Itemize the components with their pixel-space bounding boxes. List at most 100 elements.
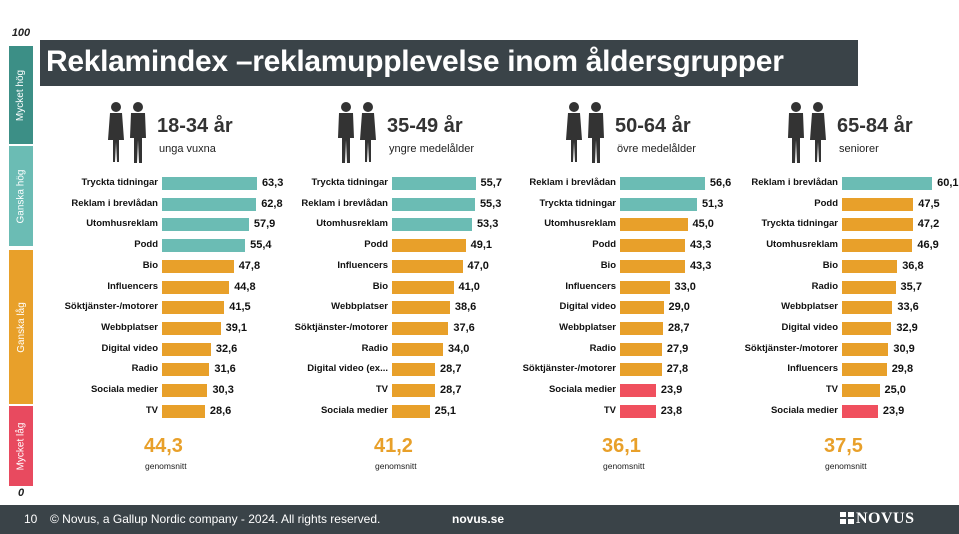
bar-row: Utomhusreklam 53,3 xyxy=(316,215,562,235)
value-label: 23,9 xyxy=(882,404,905,417)
category-label: Söktjänster-/motorer xyxy=(294,321,388,333)
category-label: Digital video xyxy=(781,321,838,333)
bar xyxy=(162,259,234,273)
category-label: Influencers xyxy=(337,259,388,271)
page-number: 10 xyxy=(24,512,38,526)
value-label: 35,7 xyxy=(900,280,922,293)
age-group-panel-18-34: 18-34 år unga vuxna Tryckta tidningar 63,3 R… xyxy=(65,0,332,480)
scale-segment-very-low: Mycket låg xyxy=(9,406,33,486)
value-label: 37,6 xyxy=(453,321,475,334)
bar-row: Utomhusreklam 46,9 xyxy=(766,236,959,256)
category-label: Reklam i brevlådan xyxy=(71,197,158,209)
value-label: 55,3 xyxy=(479,197,502,210)
copyright-text: © Novus, a Gallup Nordic company - 2024.… xyxy=(50,512,381,526)
value-label: 32,9 xyxy=(896,321,918,334)
bar-row: Digital video 32,6 xyxy=(102,340,332,360)
category-label: Digital video xyxy=(101,342,158,354)
category-label: Radio xyxy=(131,363,158,375)
bar-row: Webbplatser 33,6 xyxy=(781,298,959,318)
bar-row: Reklam i brevlådan 60,1 xyxy=(751,174,959,194)
bar xyxy=(162,218,249,232)
people-icon xyxy=(560,100,610,166)
bar-row: Digital video (ex... 28,7 xyxy=(307,360,562,380)
bar xyxy=(620,363,662,377)
bar xyxy=(842,280,896,294)
bar xyxy=(162,321,221,335)
scale-segment-label: Mycket låg xyxy=(15,422,27,470)
bar xyxy=(392,280,454,294)
value-label: 28,6 xyxy=(209,404,232,417)
bar xyxy=(162,301,225,315)
bar xyxy=(620,301,664,315)
bar xyxy=(620,218,688,232)
bar xyxy=(842,218,913,232)
bar-row: Digital video 32,9 xyxy=(782,319,959,339)
bar xyxy=(392,363,436,377)
category-label: TV xyxy=(603,404,616,416)
bar-row: Sociala medier 30,3 xyxy=(91,381,332,401)
bar xyxy=(392,218,472,232)
age-group-subtitle: unga vuxna xyxy=(159,143,216,155)
bar-row: Tryckta tidningar 63,3 xyxy=(81,174,332,194)
age-group-subtitle: yngre medelålder xyxy=(389,143,474,155)
bar-row: Bio 47,8 xyxy=(102,257,332,277)
bar-row: TV 25,0 xyxy=(782,381,959,401)
bar xyxy=(842,259,898,273)
value-label: 28,7 xyxy=(440,363,462,376)
bar-row: Webbplatser 28,7 xyxy=(559,319,790,339)
age-group-panel-35-49: 35-49 år yngre medelålder Tryckta tidninga… xyxy=(295,0,562,480)
age-group-panel-50-64: 50-64 år övre medelålder Reklam i brevlåda… xyxy=(523,0,790,480)
category-label: Webbplatser xyxy=(781,301,838,313)
category-label: Utomhusreklam xyxy=(316,218,388,230)
bar-row: Influencers 44,8 xyxy=(102,278,332,298)
bar xyxy=(620,404,656,418)
bar xyxy=(162,384,208,397)
bar-row: Utomhusreklam 57,9 xyxy=(86,215,332,235)
category-label: TV xyxy=(375,384,388,395)
value-label: 39,1 xyxy=(225,321,248,334)
value-label: 55,4 xyxy=(250,239,272,252)
age-group-subtitle: seniorer xyxy=(839,143,879,155)
logo-mark-icon xyxy=(840,512,854,524)
people-icon xyxy=(782,100,832,166)
value-label: 28,7 xyxy=(440,384,462,396)
bar xyxy=(162,177,257,190)
value-label: 47,8 xyxy=(238,259,261,272)
bar-row: Reklam i brevlådan 55,3 xyxy=(301,195,562,215)
value-label: 44,8 xyxy=(234,280,256,293)
value-label: 23,8 xyxy=(660,404,683,417)
scale-bottom-label: 0 xyxy=(17,487,25,499)
bar xyxy=(842,384,880,397)
bar xyxy=(392,384,436,397)
value-label: 34,0 xyxy=(448,342,470,355)
value-label: 41,5 xyxy=(229,301,251,314)
category-label: Influencers xyxy=(565,280,616,292)
value-label: 30,9 xyxy=(893,342,915,355)
bar xyxy=(620,259,685,273)
bar xyxy=(620,321,664,335)
bar-row: Söktjänster-/motorer 37,6 xyxy=(295,319,562,339)
value-label: 62,8 xyxy=(261,197,283,210)
bar-row: Influencers 47,0 xyxy=(332,257,562,277)
average-label: genomsnitt xyxy=(825,461,867,471)
bar-row: Radio 27,9 xyxy=(560,340,790,360)
bar-row: Tryckta tidningar 47,2 xyxy=(761,215,959,235)
category-label: Radio xyxy=(589,342,616,354)
category-label: Radio xyxy=(361,342,388,354)
value-label: 30,3 xyxy=(212,384,234,396)
site-link[interactable]: novus.se xyxy=(452,512,505,526)
bar-row: Bio 36,8 xyxy=(782,257,959,277)
people-icon xyxy=(332,100,382,166)
novus-logo: NOVUS xyxy=(840,510,915,528)
category-label: Webbplatser xyxy=(331,301,388,313)
value-label: 60,1 xyxy=(937,177,959,189)
bar xyxy=(162,280,230,294)
bar-row: Tryckta tidningar 55,7 xyxy=(311,174,562,194)
bar xyxy=(620,197,697,211)
bar xyxy=(392,259,463,273)
bar xyxy=(842,321,892,335)
bar-row: Radio 31,6 xyxy=(102,360,332,380)
value-label: 27,9 xyxy=(666,342,689,355)
bar-row: TV 28,6 xyxy=(102,402,332,422)
scale-segment-label: Mycket hög xyxy=(15,69,27,121)
